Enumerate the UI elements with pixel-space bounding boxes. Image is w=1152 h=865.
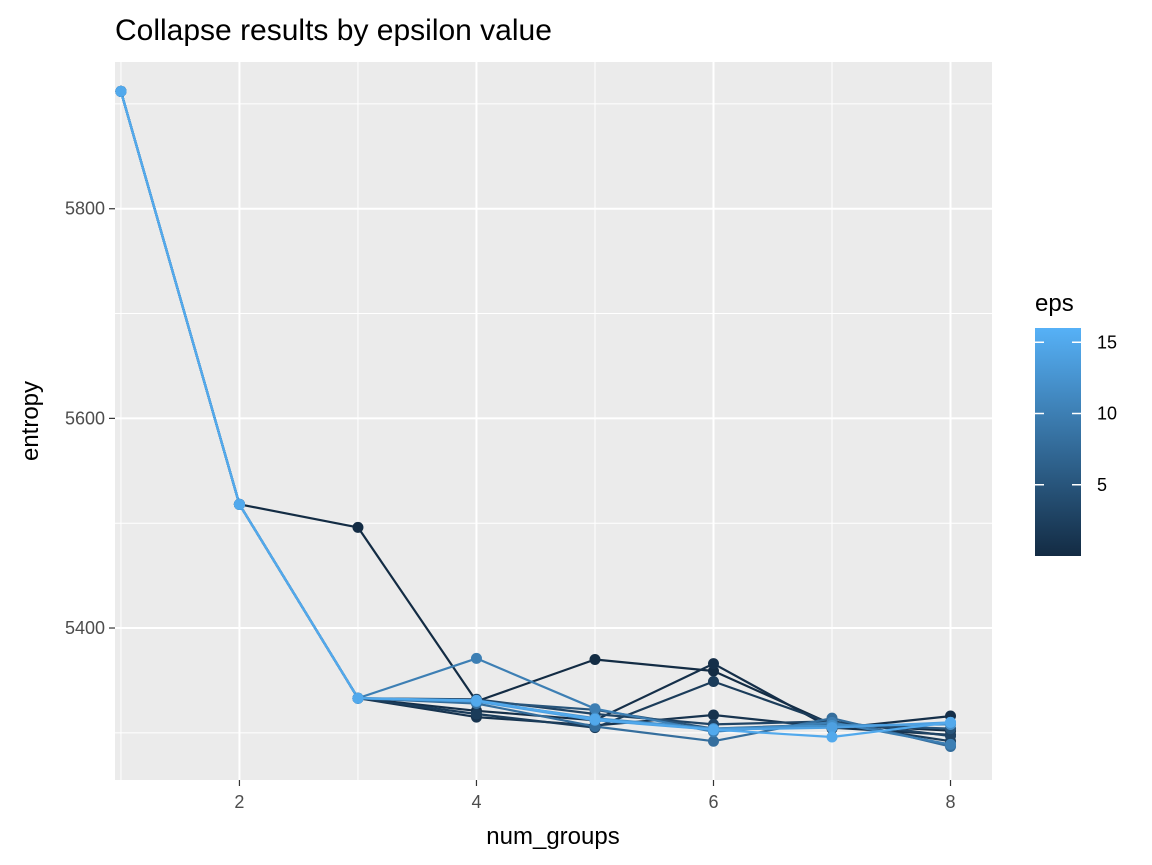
data-point <box>589 653 601 665</box>
minor-gridlines <box>115 62 992 780</box>
series-line <box>119 90 951 739</box>
y-tick-label: 5400 <box>65 618 105 638</box>
data-point <box>826 722 838 734</box>
x-tick-label: 2 <box>234 792 244 812</box>
x-axis-title: num_groups <box>486 823 619 850</box>
data-point <box>707 675 719 687</box>
series-lines <box>119 90 951 748</box>
legend-title: eps <box>1035 290 1074 317</box>
data-point <box>352 521 364 533</box>
series-points <box>115 85 957 752</box>
colorbar-ticks: 5 10 15 <box>1035 332 1117 495</box>
data-point <box>233 498 245 510</box>
data-point <box>707 724 719 736</box>
data-point <box>470 708 482 720</box>
x-tick-label: 8 <box>946 792 956 812</box>
chart-title: Collapse results by epsilon value <box>115 14 552 47</box>
data-point <box>352 692 364 704</box>
y-axis-title: entropy <box>17 381 44 461</box>
colorbar-tick-label: 5 <box>1097 475 1107 495</box>
y-tick-label: 5600 <box>65 408 105 428</box>
x-tick-label: 4 <box>471 792 481 812</box>
colorbar-tick-label: 10 <box>1097 404 1117 424</box>
data-point <box>589 713 601 725</box>
data-point <box>707 709 719 721</box>
data-point <box>945 738 957 750</box>
data-point <box>826 731 838 743</box>
colorbar-tick-label: 15 <box>1097 332 1117 352</box>
x-axis: 2 4 6 8 <box>234 780 956 812</box>
x-tick-label: 6 <box>708 792 718 812</box>
data-point <box>945 716 957 728</box>
data-point <box>470 694 482 706</box>
data-point <box>589 703 601 715</box>
data-point <box>707 658 719 670</box>
plot-panel <box>115 62 992 780</box>
data-point <box>115 85 127 97</box>
data-point <box>470 652 482 664</box>
legend: eps 5 10 15 <box>1035 290 1117 556</box>
y-tick-label: 5800 <box>65 199 105 219</box>
y-axis: 5400 5600 5800 <box>65 199 115 638</box>
data-point <box>707 735 719 747</box>
colorbar <box>1035 328 1081 556</box>
